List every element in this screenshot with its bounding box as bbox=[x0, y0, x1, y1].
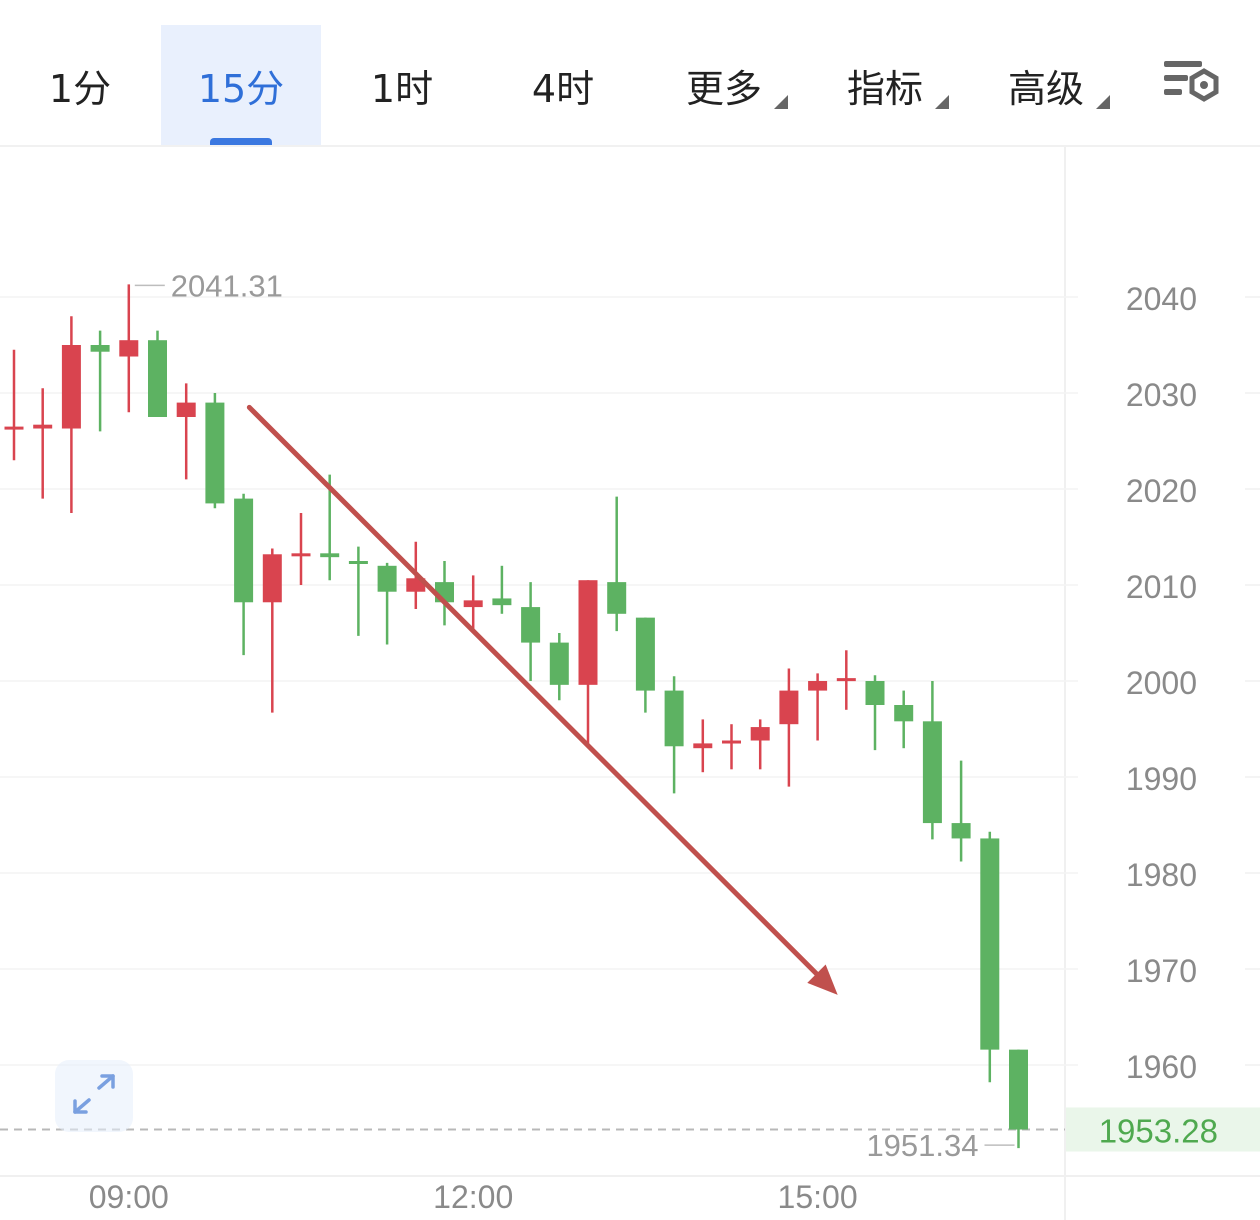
candle-body bbox=[578, 580, 598, 685]
low-price-label: 1951.34 bbox=[866, 1128, 978, 1163]
y-tick-label: 1980 bbox=[1126, 857, 1197, 893]
candle-body bbox=[33, 424, 53, 429]
tab-label: 1分 bbox=[48, 66, 112, 111]
candle-body bbox=[348, 561, 368, 564]
x-tick-label: 12:00 bbox=[433, 1179, 513, 1215]
y-tick-label: 2040 bbox=[1126, 281, 1197, 317]
candle-body bbox=[234, 498, 254, 603]
candle-body bbox=[951, 823, 971, 839]
tab-15min[interactable]: 15分 bbox=[161, 25, 321, 145]
tab-indicators-dropdown[interactable]: 指标 bbox=[805, 25, 965, 145]
candle-body bbox=[779, 690, 799, 725]
dropdown-triangle-icon bbox=[774, 95, 788, 109]
candle-body bbox=[922, 721, 942, 824]
candle-body bbox=[836, 678, 856, 682]
y-tick-label: 2000 bbox=[1126, 665, 1197, 701]
x-tick-label: 15:00 bbox=[778, 1179, 858, 1215]
candle-body bbox=[377, 565, 397, 592]
candle-body bbox=[205, 402, 225, 504]
candle-body bbox=[90, 345, 110, 352]
tab-more-dropdown[interactable]: 更多 bbox=[644, 25, 804, 145]
candle-body bbox=[635, 617, 655, 691]
dropdown-triangle-icon bbox=[1096, 95, 1110, 109]
trend-arrow-line bbox=[246, 404, 825, 982]
candle-body bbox=[119, 340, 139, 357]
tab-advanced-dropdown[interactable]: 高级 bbox=[966, 25, 1126, 145]
active-tab-indicator bbox=[210, 138, 272, 145]
high-price-label: 2041.31 bbox=[171, 268, 283, 303]
candle-body bbox=[1009, 1049, 1028, 1130]
tab-label: 15分 bbox=[197, 66, 285, 111]
y-tick-label: 1970 bbox=[1126, 953, 1197, 989]
trend-arrow-head bbox=[807, 964, 838, 995]
last-price-label: 1953.28 bbox=[1099, 1113, 1218, 1150]
x-tick-label: 09:00 bbox=[89, 1179, 169, 1215]
tab-label: 更多 bbox=[685, 66, 762, 111]
candle-body bbox=[980, 838, 1000, 1050]
tab-1hour[interactable]: 1时 bbox=[322, 25, 482, 145]
candle-body bbox=[320, 553, 340, 558]
tab-label: 1时 bbox=[370, 66, 434, 111]
candle-body bbox=[808, 681, 828, 691]
candle-body bbox=[693, 743, 713, 749]
candle-body bbox=[722, 740, 741, 744]
y-tick-label: 1990 bbox=[1126, 761, 1197, 797]
candle-body bbox=[607, 582, 627, 614]
last-price-badge bbox=[1066, 1107, 1260, 1152]
tab-label: 4时 bbox=[531, 66, 595, 111]
toolbar-divider bbox=[0, 145, 1260, 147]
candle-body bbox=[664, 690, 684, 747]
tab-4hour[interactable]: 4时 bbox=[483, 25, 643, 145]
candle-body bbox=[549, 642, 569, 685]
candle-body bbox=[176, 402, 196, 417]
candle-body bbox=[463, 600, 483, 608]
candle-body bbox=[750, 727, 770, 741]
chart-settings-icon[interactable] bbox=[1160, 55, 1226, 115]
candle-body bbox=[865, 681, 885, 705]
candle-body bbox=[291, 553, 311, 557]
tab-label: 指标 bbox=[846, 66, 923, 111]
candle-body bbox=[521, 607, 541, 643]
tab-1min[interactable]: 1分 bbox=[0, 25, 160, 145]
candle-body bbox=[894, 705, 914, 722]
y-tick-label: 2010 bbox=[1126, 569, 1197, 605]
timeframe-toolbar: 1分 15分 1时 4时 更多 指标 高级 bbox=[0, 0, 1260, 145]
candle-body bbox=[4, 426, 24, 430]
candle-body bbox=[262, 554, 282, 603]
y-tick-label: 1960 bbox=[1126, 1049, 1197, 1085]
expand-icon[interactable] bbox=[55, 1060, 133, 1132]
dropdown-triangle-icon bbox=[935, 95, 949, 109]
y-tick-label: 2030 bbox=[1126, 377, 1197, 413]
tab-label: 高级 bbox=[1007, 66, 1084, 111]
candle-body bbox=[492, 598, 512, 606]
y-tick-label: 2020 bbox=[1126, 473, 1197, 509]
candle-body bbox=[148, 340, 167, 417]
candle-body bbox=[61, 345, 81, 429]
